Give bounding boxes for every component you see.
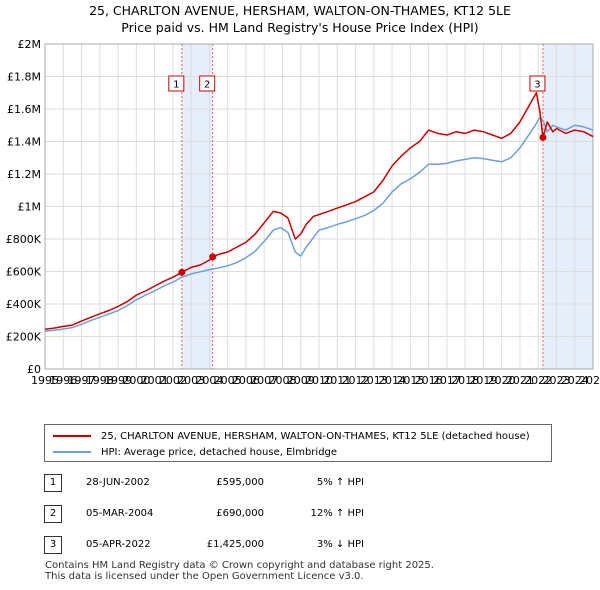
y-tick-label: £1.2M (7, 168, 41, 181)
legend-item-property: 25, CHARLTON AVENUE, HERSHAM, WALTON-ON-… (53, 428, 530, 444)
x-tick-label: 2014 (378, 374, 406, 387)
x-tick-label: 1997 (68, 374, 96, 387)
y-tick-label: £1M (18, 201, 42, 214)
x-tick-label: 2017 (433, 374, 461, 387)
x-tick-label: 2019 (469, 374, 497, 387)
x-tick-label: 2013 (360, 374, 388, 387)
sale-price: £595,000 (216, 477, 264, 488)
x-tick-label: 2010 (305, 374, 333, 387)
sale-hpi-diff: 12% ↑ HPI (310, 508, 364, 519)
sale-box-frame (529, 75, 546, 92)
x-tick-label: 2021 (506, 374, 534, 387)
sale-box-label: 3 (534, 80, 540, 91)
x-tick-label: 2025 (579, 374, 600, 387)
sale-price: £690,000 (216, 508, 264, 519)
x-tick-label: 2015 (396, 374, 424, 387)
series-line-property (44, 92, 594, 330)
footer-licence: This data is licensed under the Open Gov… (45, 571, 364, 582)
y-tick-label: £600K (6, 266, 42, 279)
price-chart: £0 £200K £400K £600K £800K £1M £1.2M £1.4M £1.6M… (6, 38, 600, 387)
sale-box-label: 1 (173, 80, 179, 91)
x-tick-label: 2012 (342, 374, 370, 387)
sale-row: 1 28-JUN-2002 £595,000 5% ↑ HPI (44, 474, 384, 494)
legend-swatch-hpi (53, 451, 91, 453)
sale-hpi-diff: 5% ↑ HPI (316, 477, 364, 488)
sale-date: 28-JUN-2002 (86, 477, 150, 488)
sale-number-badge: 3 (44, 536, 62, 554)
x-tick-label: 1995 (31, 374, 59, 387)
x-tick-label: 2001 (141, 374, 169, 387)
x-tick-label: 2007 (250, 374, 278, 387)
y-tick-label: £400K (6, 298, 42, 311)
sale-number-badge: 2 (44, 505, 62, 523)
sale-row: 3 05-APR-2022 £1,425,000 3% ↓ HPI (44, 536, 384, 556)
sale-date: 05-MAR-2004 (86, 508, 154, 519)
sale-number-box: 2 (199, 75, 216, 92)
sale-number-badge: 1 (44, 474, 62, 492)
sale-box-frame (168, 75, 185, 92)
x-tick-label: 2018 (451, 374, 479, 387)
y-tick-label: £1.8M (7, 71, 41, 84)
sale-point (178, 268, 186, 276)
x-tick-label: 2024 (561, 374, 589, 387)
sale-box-frame (199, 75, 216, 92)
sale-number-box: 1 (168, 75, 185, 92)
sale-row: 2 05-MAR-2004 £690,000 12% ↑ HPI (44, 505, 384, 525)
x-tick-label: 2011 (323, 374, 351, 387)
sale-number-box: 3 (529, 75, 546, 92)
x-tick-label: 2008 (268, 374, 296, 387)
x-tick-label: 2020 (488, 374, 516, 387)
x-tick-label: 2005 (214, 374, 242, 387)
y-tick-label: £200K (6, 331, 42, 344)
x-tick-label: 2016 (415, 374, 443, 387)
series-line-hpi (44, 116, 594, 333)
plot-area (44, 43, 594, 370)
x-tick-label: 2000 (122, 374, 150, 387)
sale-box-label: 2 (204, 80, 210, 91)
x-tick-label: 1999 (104, 374, 132, 387)
footer-copyright: Contains HM Land Registry data © Crown c… (45, 560, 434, 571)
x-tick-label: 1998 (86, 374, 114, 387)
legend-label-property: 25, CHARLTON AVENUE, HERSHAM, WALTON-ON-… (101, 430, 530, 442)
x-tick-label: 2003 (177, 374, 205, 387)
sale-hpi-diff: 3% ↓ HPI (316, 539, 364, 550)
x-tick-label: 1996 (49, 374, 77, 387)
y-tick-label: £0 (27, 363, 41, 376)
sale-price: £1,425,000 (206, 539, 264, 550)
legend-item-hpi: HPI: Average price, detached house, Elmb… (53, 444, 337, 460)
sale-date: 05-APR-2022 (86, 539, 151, 550)
y-tick-label: £2M (18, 38, 42, 51)
y-tick-label: £1.6M (7, 103, 41, 116)
x-tick-label: 2022 (524, 374, 552, 387)
sale-point (539, 133, 547, 141)
y-tick-label: £800K (6, 233, 42, 246)
legend: 25, CHARLTON AVENUE, HERSHAM, WALTON-ON-… (44, 424, 552, 462)
legend-swatch-property (53, 435, 91, 437)
chart-subtitle: Price paid vs. HM Land Registry's House … (121, 20, 479, 35)
y-tick-label: £1.4M (7, 136, 41, 149)
x-tick-label: 2006 (232, 374, 260, 387)
x-tick-label: 2009 (287, 374, 315, 387)
x-tick-label: 2004 (195, 374, 223, 387)
x-tick-label: 2023 (542, 374, 570, 387)
sale-point (209, 253, 217, 261)
x-tick-label: 2002 (159, 374, 187, 387)
legend-label-hpi: HPI: Average price, detached house, Elmb… (101, 446, 338, 458)
chart-title: 25, CHARLTON AVENUE, HERSHAM, WALTON-ON-… (89, 3, 511, 18)
